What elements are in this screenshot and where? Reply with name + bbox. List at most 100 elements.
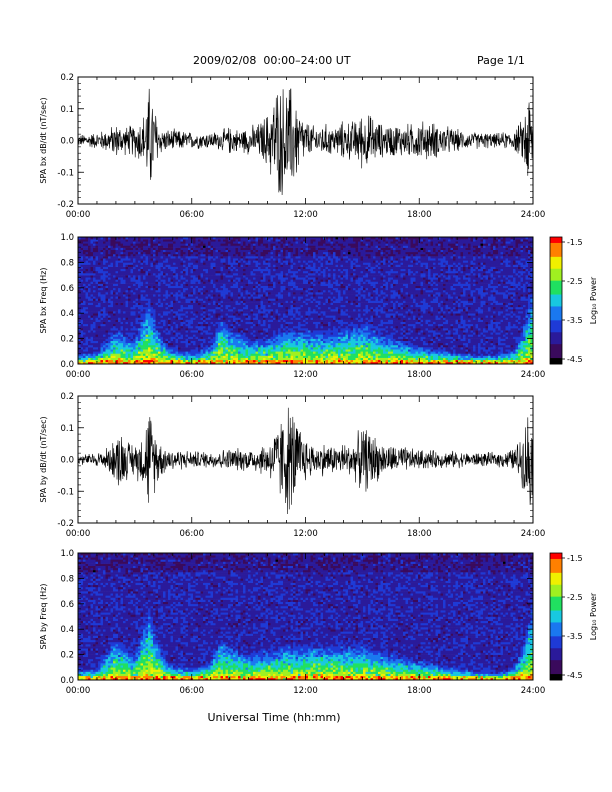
heat-cell bbox=[98, 356, 101, 358]
heat-cell bbox=[128, 271, 131, 273]
heat-cell bbox=[111, 260, 114, 262]
heat-cell bbox=[96, 358, 99, 360]
heat-cell bbox=[151, 305, 154, 307]
heat-cell bbox=[183, 273, 186, 275]
heat-cell bbox=[98, 267, 101, 269]
heat-cell bbox=[153, 303, 156, 305]
heat-cell bbox=[111, 324, 114, 326]
heat-cell bbox=[86, 341, 89, 343]
heat-cell bbox=[173, 351, 176, 353]
heat-cell bbox=[101, 322, 104, 324]
heat-cell bbox=[148, 351, 151, 353]
heat-cell bbox=[196, 360, 199, 362]
heat-cell bbox=[91, 334, 94, 336]
heat-cell bbox=[208, 356, 211, 358]
heat-cell bbox=[121, 309, 124, 311]
heat-cell bbox=[156, 307, 159, 309]
heat-cell bbox=[141, 262, 144, 264]
heat-cell bbox=[208, 248, 211, 250]
heat-cell bbox=[113, 254, 116, 256]
heat-cell bbox=[96, 290, 99, 292]
heat-cell bbox=[158, 315, 161, 317]
heat-cell bbox=[131, 301, 134, 303]
heat-cell bbox=[203, 324, 206, 326]
heat-cell bbox=[131, 298, 134, 300]
heat-cell bbox=[91, 360, 94, 362]
heat-cell bbox=[83, 332, 86, 334]
heat-cell bbox=[103, 356, 106, 358]
heat-cell bbox=[203, 250, 206, 252]
heat-cell bbox=[108, 262, 111, 264]
heat-cell bbox=[178, 311, 181, 313]
heat-cell bbox=[103, 301, 106, 303]
heat-cell bbox=[108, 273, 111, 275]
heat-cell bbox=[118, 343, 121, 345]
heat-cell bbox=[91, 243, 94, 245]
heat-cell bbox=[91, 288, 94, 290]
heat-cell bbox=[101, 336, 104, 338]
heat-cell bbox=[206, 307, 209, 309]
heat-cell bbox=[128, 356, 131, 358]
heat-cell bbox=[123, 273, 126, 275]
heat-cell bbox=[83, 309, 86, 311]
heat-cell bbox=[226, 277, 229, 279]
heat-cell bbox=[118, 250, 121, 252]
heat-cell bbox=[98, 269, 101, 271]
heat-cell bbox=[118, 332, 121, 334]
heat-cell bbox=[208, 332, 211, 334]
heat-cell bbox=[183, 317, 186, 319]
heat-cell bbox=[166, 330, 169, 332]
heat-cell bbox=[221, 271, 224, 273]
heat-cell bbox=[123, 360, 126, 362]
heat-cell bbox=[138, 290, 141, 292]
x-tick-label: 24:00 bbox=[521, 210, 546, 220]
heat-cell bbox=[178, 267, 181, 269]
heat-cell bbox=[166, 320, 169, 322]
heat-cell bbox=[146, 322, 149, 324]
heat-cell bbox=[158, 313, 161, 315]
heat-cell bbox=[221, 351, 224, 353]
heat-cell bbox=[186, 243, 189, 245]
heat-cell bbox=[191, 298, 194, 300]
heat-cell bbox=[136, 336, 139, 338]
heat-cell bbox=[203, 349, 206, 351]
heat-cell bbox=[118, 307, 121, 309]
heat-cell bbox=[163, 332, 166, 334]
heat-cell bbox=[158, 332, 161, 334]
heat-cell bbox=[146, 345, 149, 347]
heat-cell bbox=[91, 281, 94, 283]
heat-cell bbox=[181, 265, 184, 267]
heat-cell bbox=[113, 288, 116, 290]
heat-cell bbox=[131, 258, 134, 260]
heat-cell bbox=[158, 334, 161, 336]
heat-cell bbox=[228, 275, 231, 277]
heat-cell bbox=[161, 303, 164, 305]
heat-cell bbox=[178, 262, 181, 264]
heat-cell bbox=[171, 286, 174, 288]
heat-cell bbox=[216, 281, 219, 283]
heat-cell bbox=[113, 313, 116, 315]
heat-cell bbox=[128, 336, 131, 338]
heat-cell bbox=[128, 353, 131, 355]
heat-cell bbox=[88, 265, 91, 267]
heat-cell bbox=[183, 271, 186, 273]
heat-cell bbox=[221, 341, 224, 343]
heat-cell bbox=[101, 294, 104, 296]
heat-cell bbox=[176, 328, 179, 330]
heat-cell bbox=[218, 292, 221, 294]
heat-cell bbox=[193, 313, 196, 315]
heat-cell bbox=[201, 279, 204, 281]
heat-cell bbox=[143, 245, 146, 247]
heat-cell bbox=[223, 313, 226, 315]
heat-cell bbox=[201, 311, 204, 313]
heat-cell bbox=[171, 256, 174, 258]
heat-cell bbox=[166, 296, 169, 298]
heat-cell bbox=[171, 343, 174, 345]
heat-cell bbox=[223, 320, 226, 322]
y-tick-label: 0.0 bbox=[60, 137, 74, 147]
heat-cell bbox=[101, 347, 104, 349]
heat-cell bbox=[196, 315, 199, 317]
heat-cell bbox=[201, 328, 204, 330]
heat-cell bbox=[181, 307, 184, 309]
heat-cell bbox=[121, 356, 124, 358]
